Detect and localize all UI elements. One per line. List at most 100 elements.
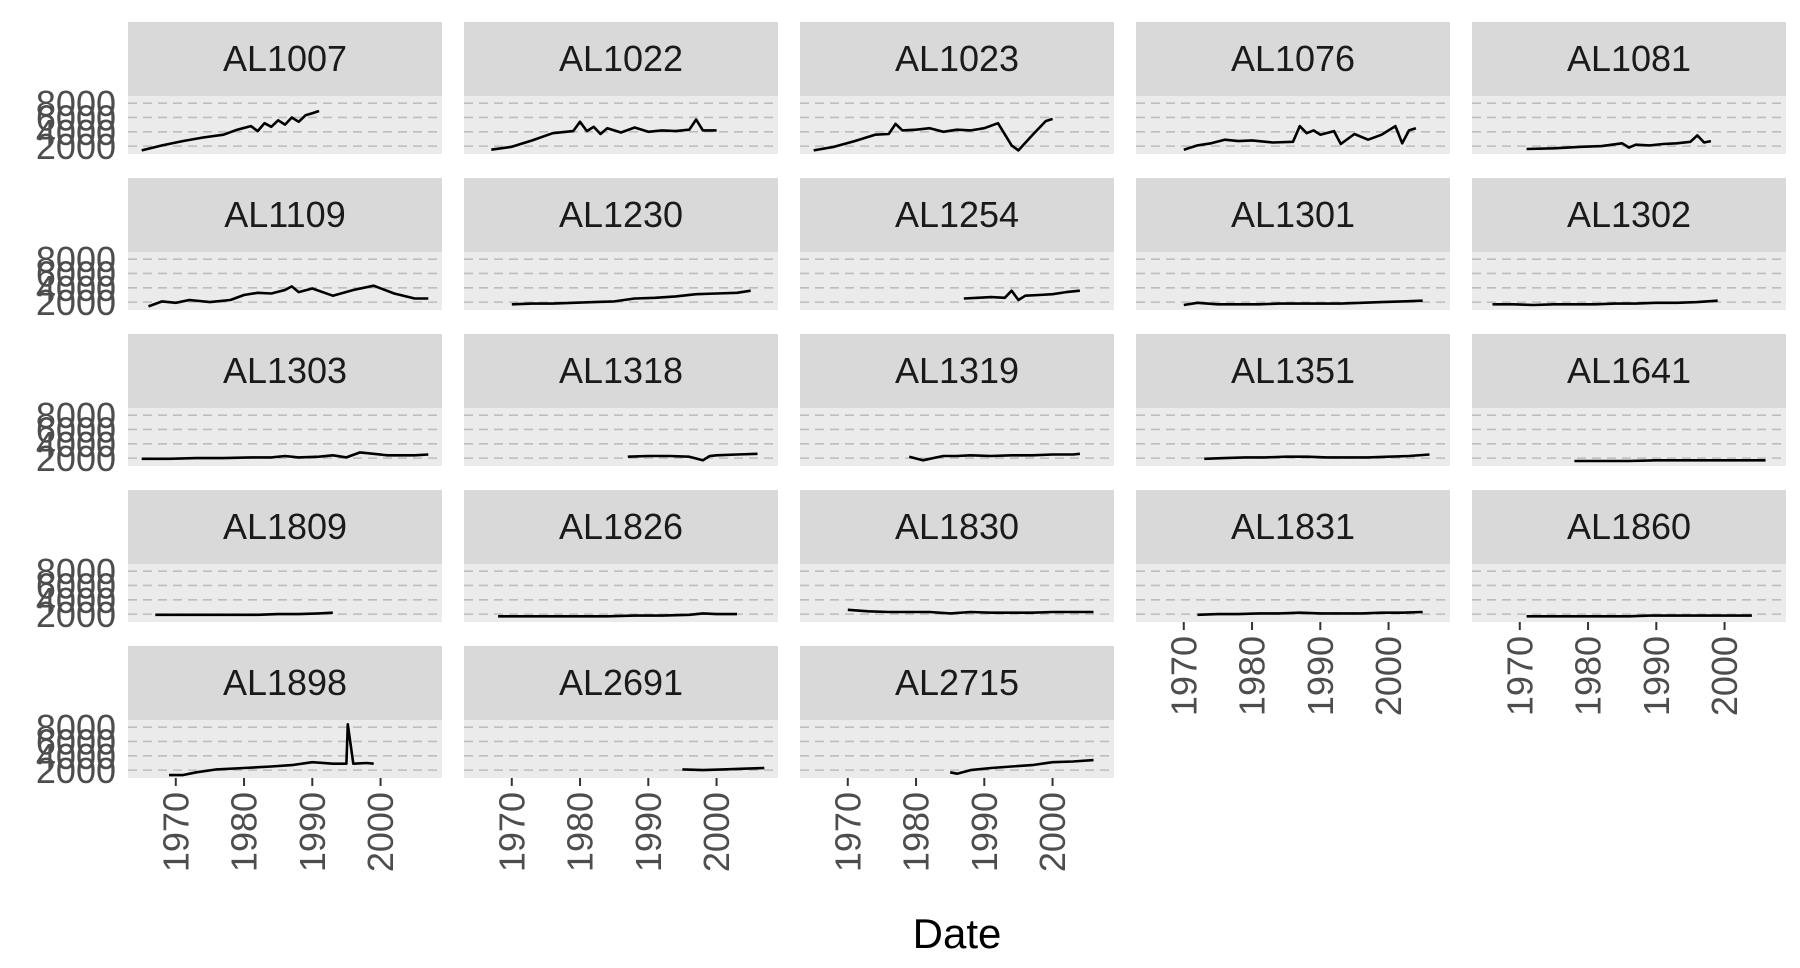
x-tick-label: 2000 bbox=[1032, 792, 1073, 872]
facet-AL1254: AL1254 bbox=[800, 178, 1114, 310]
series-line-AL2715 bbox=[949, 758, 1094, 776]
x-tick-label: 2000 bbox=[1368, 636, 1409, 716]
facet-AL1830: AL1830 bbox=[800, 490, 1114, 622]
facet-AL1318: AL1318 bbox=[464, 334, 778, 466]
series-line-AL1230 bbox=[511, 289, 751, 306]
x-tick-label: 1970 bbox=[491, 792, 532, 872]
y-tick-label: 8000 bbox=[36, 83, 116, 124]
facet-strip bbox=[1472, 334, 1786, 408]
y-tick-label: 6000 bbox=[36, 253, 116, 294]
series-line-AL1301 bbox=[1183, 299, 1423, 307]
facet-strip bbox=[800, 490, 1114, 564]
y-tick-label: 4000 bbox=[36, 580, 116, 621]
facet-strip bbox=[800, 178, 1114, 252]
facet-strip-label: AL1351 bbox=[1231, 350, 1355, 391]
facet-strip-label: AL1076 bbox=[1231, 38, 1355, 79]
facet-strip-label: AL1319 bbox=[895, 350, 1019, 391]
facet-AL1319: AL1319 bbox=[800, 334, 1114, 466]
series-line-AL1022 bbox=[491, 118, 717, 151]
panel-background bbox=[1136, 96, 1450, 154]
series-line-AL1898 bbox=[169, 722, 374, 777]
x-tick-label: 1990 bbox=[1636, 636, 1677, 716]
x-tick-label: 1980 bbox=[560, 792, 601, 872]
series-line-AL1318 bbox=[627, 452, 758, 462]
facet-AL2691: AL2691 1970 1980 1990 2000 bbox=[464, 646, 778, 872]
facet-strip-label: AL1303 bbox=[223, 350, 347, 391]
facet-strip bbox=[128, 334, 442, 408]
series-line-AL1254 bbox=[963, 289, 1081, 302]
facet-strip-label: AL1826 bbox=[559, 506, 683, 547]
y-tick-label: 6000 bbox=[36, 97, 116, 138]
facet-strip-label: AL1898 bbox=[223, 662, 347, 703]
facet-AL1076: AL1076 bbox=[1136, 22, 1450, 154]
x-tick-label: 1970 bbox=[1163, 636, 1204, 716]
facet-strip-label: AL1318 bbox=[559, 350, 683, 391]
panel-background bbox=[128, 720, 442, 778]
facet-strip-label: AL1302 bbox=[1567, 194, 1691, 235]
facet-strip bbox=[464, 490, 778, 564]
facet-strip bbox=[1472, 22, 1786, 96]
facet-strip-label: AL2691 bbox=[559, 662, 683, 703]
facet-strip bbox=[1472, 490, 1786, 564]
facet-AL1023: AL1023 bbox=[800, 22, 1114, 154]
facet-strip-label: AL1301 bbox=[1231, 194, 1355, 235]
y-tick-label: 4000 bbox=[36, 424, 116, 465]
facet-strip-label: AL1022 bbox=[559, 38, 683, 79]
series-line-AL1023 bbox=[813, 117, 1053, 152]
x-tick-label: 1980 bbox=[224, 792, 265, 872]
facet-strip-label: AL1860 bbox=[1567, 506, 1691, 547]
x-axis-title: Date bbox=[913, 910, 1002, 957]
y-tick-label: 2000 bbox=[36, 594, 116, 635]
facet-strip bbox=[1136, 490, 1450, 564]
y-tick-label: 8000 bbox=[36, 551, 116, 592]
y-tick-label: 4000 bbox=[36, 112, 116, 153]
facet-strip-label: AL1830 bbox=[895, 506, 1019, 547]
facet-strip-label: AL1023 bbox=[895, 38, 1019, 79]
facet-strip bbox=[128, 490, 442, 564]
panel-background bbox=[800, 96, 1114, 154]
facet-AL1860: AL1860 1970 1980 1990 2000 bbox=[1472, 490, 1786, 716]
facet-AL1351: AL1351 bbox=[1136, 334, 1450, 466]
panel-background bbox=[464, 564, 778, 622]
panel-background bbox=[128, 252, 442, 310]
panel-background bbox=[464, 96, 778, 154]
series-line-AL1826 bbox=[498, 612, 737, 618]
facet-strip bbox=[1136, 178, 1450, 252]
facet-AL1831: AL1831 1970 1980 1990 2000 bbox=[1136, 490, 1450, 716]
facet-AL1022: AL1022 bbox=[464, 22, 778, 154]
facet-strip bbox=[128, 22, 442, 96]
facet-strip bbox=[1136, 334, 1450, 408]
x-tick-label: 1970 bbox=[155, 792, 196, 872]
facet-strip-label: AL2715 bbox=[895, 662, 1019, 703]
series-line-AL1641 bbox=[1574, 458, 1766, 463]
facet-strip-label: AL1809 bbox=[223, 506, 347, 547]
facet-AL1301: AL1301 bbox=[1136, 178, 1450, 310]
y-tick-label: 8000 bbox=[36, 395, 116, 436]
panel-background bbox=[800, 720, 1114, 778]
y-tick-label: 6000 bbox=[36, 721, 116, 762]
facet-strip bbox=[464, 334, 778, 408]
facet-AL1302: AL1302 bbox=[1472, 178, 1786, 310]
facet-strip bbox=[800, 334, 1114, 408]
x-tick-label: 2000 bbox=[360, 792, 401, 872]
series-line-AL1109 bbox=[148, 284, 429, 308]
facet-AL1230: AL1230 bbox=[464, 178, 778, 310]
facet-strip bbox=[464, 22, 778, 96]
series-line-AL1076 bbox=[1183, 124, 1417, 151]
y-tick-label: 2000 bbox=[36, 750, 116, 791]
x-tick-label: 1990 bbox=[1300, 636, 1341, 716]
y-tick-label: 2000 bbox=[36, 282, 116, 323]
x-tick-label: 1980 bbox=[1232, 636, 1273, 716]
y-tick-label: 6000 bbox=[36, 565, 116, 606]
x-tick-label: 1970 bbox=[827, 792, 868, 872]
series-line-AL1302 bbox=[1492, 299, 1718, 307]
facet-strip bbox=[800, 646, 1114, 720]
panel-background bbox=[464, 408, 778, 466]
y-tick-label: 2000 bbox=[36, 438, 116, 479]
facet-strip bbox=[1136, 22, 1450, 96]
